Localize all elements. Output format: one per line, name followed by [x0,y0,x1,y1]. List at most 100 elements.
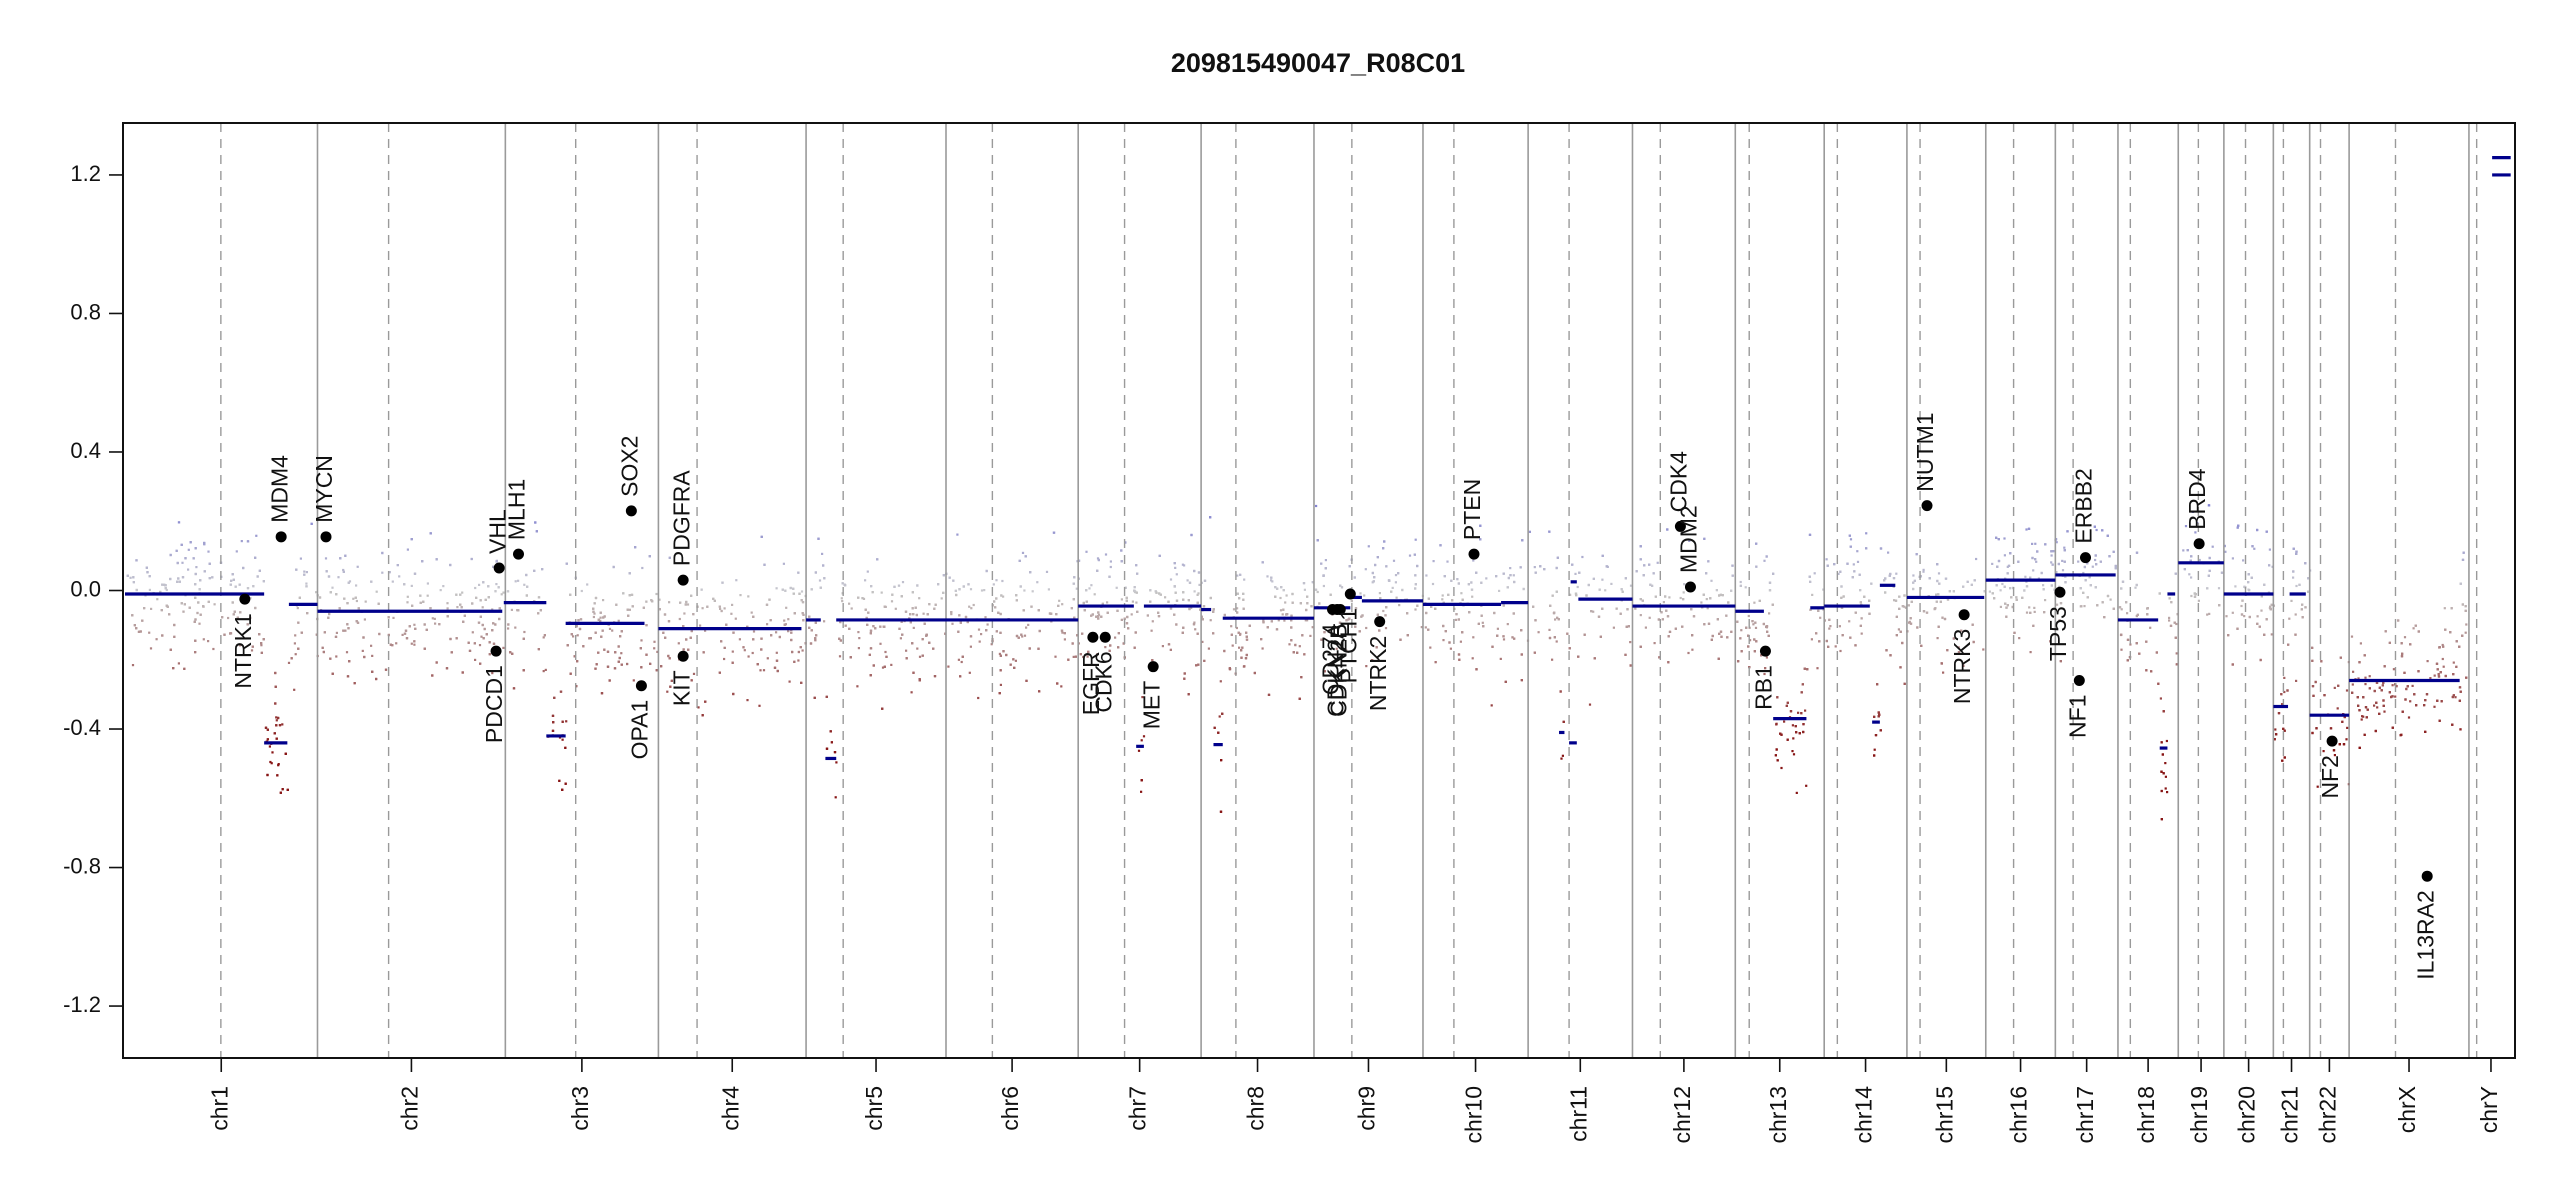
probe-point [912,671,915,674]
probe-point [1181,631,1184,634]
probe-point [178,580,181,583]
probe-point [718,671,721,674]
probe-point [426,582,429,585]
probe-point [844,584,847,587]
probe-point [1425,611,1428,615]
probe-point [187,548,190,551]
probe-point [502,591,505,594]
probe-point [2096,604,2099,607]
probe-point [1639,545,1642,548]
probe-point [1135,601,1138,604]
probe-point [900,620,903,623]
probe-point [998,652,1001,655]
probe-point [1991,592,1994,595]
probe-point [2231,611,2234,614]
probe-point [2292,570,2295,573]
probe-point [1320,638,1323,641]
probe-point [731,661,734,664]
probe-point [2206,587,2209,590]
probe-point [968,671,971,674]
probe-point [918,679,921,682]
probe-point [2099,560,2102,563]
probe-point [1124,586,1127,589]
probe-point [599,611,602,614]
probe-point [1290,626,1293,629]
probe-point [1414,583,1417,586]
probe-point [1879,547,1883,550]
probe-point [743,649,746,652]
probe-point [602,616,605,619]
probe-point [1097,615,1100,618]
probe-point [2006,572,2009,575]
probe-point [2231,557,2234,560]
probe-point [1762,622,1765,626]
probe-point [258,633,261,636]
probe-point [1055,613,1058,616]
probe-point [685,600,688,604]
probe-point [342,568,345,572]
probe-point [2056,603,2059,606]
probe-point [2356,696,2359,699]
probe-point [479,662,482,665]
probe-point [1243,665,1246,668]
probe-point [475,596,478,599]
probe-point [1001,579,1004,583]
probe-point [1212,632,1215,635]
probe-point [294,653,297,656]
probe-point [1502,572,1505,575]
probe-point [315,591,318,594]
probe-point [1196,601,1199,604]
probe-point [1765,656,1768,659]
probe-point [2295,584,2298,588]
probe-point [212,647,215,651]
probe-point [279,791,282,794]
probe-point [968,605,971,608]
probe-point [2186,549,2189,552]
probe-point [342,629,345,632]
probe-point [2294,633,2297,636]
probe-point [1149,589,1152,592]
probe-point [1056,682,1059,685]
probe-point [484,598,487,601]
probe-point [814,621,817,624]
probe-point [910,691,913,694]
probe-point [909,621,912,624]
probe-point [2454,696,2457,699]
probe-point [2415,704,2418,707]
probe-point [1376,556,1379,559]
probe-point [1826,564,1829,567]
probe-point [1274,595,1277,598]
probe-point [2145,669,2148,672]
probe-point [1519,566,1522,569]
probe-point [1739,637,1742,640]
probe-point [1280,586,1283,589]
probe-point [983,589,986,592]
probe-point [199,613,202,616]
probe-point [2175,663,2178,666]
probe-point [1399,638,1402,641]
probe-point [2025,528,2028,531]
probe-point [1912,587,1915,591]
probe-point [955,593,958,597]
probe-point [1764,667,1767,670]
probe-point [2417,670,2420,673]
probe-point [1266,626,1269,629]
probe-point [677,642,680,645]
probe-point [2251,545,2254,548]
probe-point [797,571,800,574]
probe-point [1715,589,1718,592]
probe-point [810,588,813,591]
probe-point [1322,584,1325,588]
probe-point [1774,754,1777,757]
probe-point [1262,619,1265,622]
probe-point [1822,588,1825,591]
probe-point [1309,634,1312,637]
probe-point [264,726,268,729]
probe-point [2314,680,2317,684]
probe-point [1644,626,1647,629]
probe-point [2150,670,2153,673]
probe-point [1382,547,1385,550]
probe-point [752,630,756,633]
probe-point [177,521,181,524]
probe-point [275,737,278,740]
